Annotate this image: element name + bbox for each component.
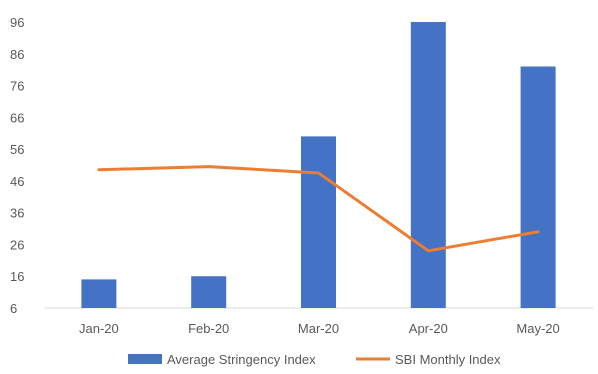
legend-label-bar: Average Stringency Index: [167, 352, 316, 367]
legend: Average Stringency Index SBI Monthly Inde…: [128, 352, 501, 367]
y-tick-label: 76: [10, 79, 24, 94]
y-tick-label: 46: [10, 174, 24, 189]
x-tick-label: Feb-20: [188, 321, 229, 336]
x-axis-labels: Jan-20 Feb-20 Mar-20 Apr-20 May-20: [79, 321, 560, 336]
x-tick-label: Jan-20: [79, 321, 119, 336]
y-tick-label: 26: [10, 237, 24, 252]
bar-feb-20: [191, 276, 227, 308]
y-tick-label: 36: [10, 206, 24, 221]
legend-label-line: SBI Monthly Index: [395, 352, 501, 367]
line-layer: [97, 165, 540, 253]
bars-layer: [81, 22, 556, 308]
y-axis-labels: 6 16 26 36 46 56 66 76 86 96: [10, 15, 24, 316]
x-tick-label: May-20: [516, 321, 559, 336]
y-tick-label: 86: [10, 47, 24, 62]
y-tick-label: 96: [10, 15, 24, 30]
x-tick-label: Apr-20: [409, 321, 448, 336]
line-point-feb-20: [208, 166, 210, 168]
bar-apr-20: [410, 22, 446, 308]
line-point-jan-20: [98, 169, 100, 171]
line-point-apr-20: [427, 250, 429, 252]
y-tick-label: 6: [10, 301, 17, 316]
bar-jan-20: [81, 279, 117, 308]
legend-swatch-bar: [128, 354, 162, 364]
y-tick-label: 66: [10, 110, 24, 125]
bar-may-20: [520, 66, 556, 308]
bar-mar-20: [301, 136, 336, 308]
line-point-may-20: [537, 231, 539, 233]
y-tick-label: 56: [10, 142, 24, 157]
y-tick-label: 16: [10, 269, 24, 284]
x-tick-label: Mar-20: [298, 321, 339, 336]
line-point-mar-20: [318, 172, 319, 174]
